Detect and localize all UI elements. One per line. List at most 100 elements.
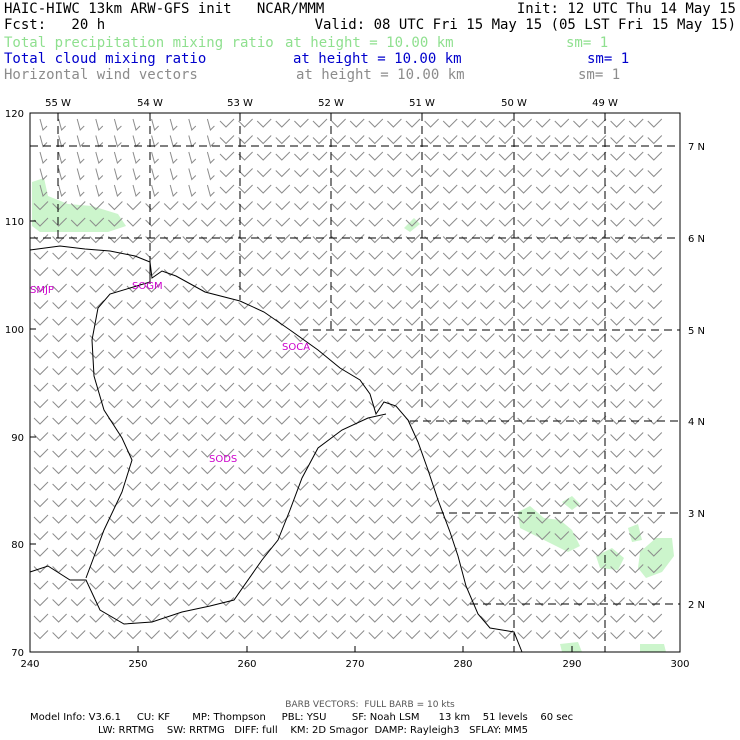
wind-barb — [219, 184, 235, 194]
wind-barb — [70, 531, 86, 541]
wind-barb — [163, 564, 179, 574]
wind-barb — [108, 250, 123, 260]
wind-barb — [517, 366, 532, 376]
wind-barb — [188, 151, 197, 164]
wind-barb — [405, 613, 421, 623]
wind-barb — [238, 316, 253, 326]
wind-barb — [647, 597, 663, 607]
wind-barb — [113, 184, 122, 197]
wind-barb — [256, 597, 272, 607]
wind-barb — [182, 514, 198, 524]
wind-barb — [33, 630, 49, 640]
wind-barb — [89, 267, 105, 277]
wind-barb — [169, 168, 178, 181]
wind-barb — [610, 201, 625, 211]
wind-barb — [647, 498, 663, 508]
wind-barb — [238, 267, 253, 277]
wind-barb — [573, 250, 588, 260]
lon-label: 51 W — [409, 98, 435, 109]
wind-barb — [52, 580, 67, 590]
wind-barb — [182, 250, 198, 260]
wind-barb — [39, 118, 48, 131]
wind-barb — [424, 547, 439, 557]
lat-label: 5 N — [688, 326, 705, 337]
wind-barb — [442, 283, 458, 293]
wind-barb — [219, 564, 235, 574]
wind-barb — [126, 432, 142, 442]
wind-barb — [126, 415, 142, 425]
wind-barb — [554, 333, 570, 343]
wind-barb — [312, 531, 328, 541]
wind-barb — [163, 267, 179, 277]
wind-barb — [70, 250, 86, 260]
wind-barb — [70, 415, 86, 425]
wind-barb — [331, 184, 346, 194]
wind-barb — [33, 465, 49, 475]
wind-barb — [591, 432, 607, 442]
precip-area — [640, 644, 666, 652]
wind-barb — [294, 597, 309, 607]
wind-barb — [126, 333, 142, 343]
wind-barb — [461, 151, 477, 161]
wind-barb — [331, 217, 346, 227]
wind-barb — [517, 349, 532, 359]
wind-barb — [108, 613, 123, 623]
wind-barb — [480, 481, 495, 491]
wind-barb — [461, 547, 477, 557]
wind-barb — [591, 415, 607, 425]
wind-barb — [368, 630, 384, 640]
header-title: HAIC-HIWC 13km ARW-GFS init NCAR/MMM — [4, 1, 325, 17]
wind-barb — [628, 597, 644, 607]
wind-barb — [424, 349, 439, 359]
wind-barb — [201, 630, 216, 640]
wind-barb — [424, 151, 439, 161]
wind-barb — [89, 217, 105, 227]
wind-barb — [349, 448, 365, 458]
wind-barb — [219, 316, 235, 326]
wind-barb — [33, 432, 49, 442]
wind-barb — [442, 333, 458, 343]
wind-barb — [163, 514, 179, 524]
wind-barb — [498, 135, 514, 145]
wind-barb — [517, 283, 532, 293]
wind-barb — [238, 597, 253, 607]
wind-barb — [461, 217, 477, 227]
lat-label: 7 N — [688, 142, 705, 153]
wind-barb — [182, 217, 198, 227]
wind-barb — [145, 250, 160, 260]
wind-barb — [554, 514, 570, 524]
wind-barb — [219, 333, 235, 343]
station-label: SOCA — [282, 342, 310, 353]
wind-barb — [405, 283, 421, 293]
wind-barb — [349, 267, 365, 277]
wind-barb — [256, 366, 272, 376]
wind-barb — [349, 333, 365, 343]
wind-barb — [424, 217, 439, 227]
lat-label: 2 N — [688, 600, 705, 611]
wind-barb — [108, 531, 123, 541]
wind-barb — [331, 514, 346, 524]
wind-barb — [480, 184, 495, 194]
header-forecast-hour: Fcst: 20 h — [4, 17, 106, 33]
wind-barb — [387, 151, 402, 161]
station-label: SODS — [209, 454, 237, 465]
wind-barb — [517, 234, 532, 244]
wind-barb — [256, 168, 272, 178]
wind-barb — [312, 481, 328, 491]
lon-label: 53 W — [227, 98, 253, 109]
wind-barb — [461, 267, 477, 277]
wind-barb — [387, 283, 402, 293]
wind-barb — [387, 531, 402, 541]
wind-barb — [610, 250, 625, 260]
wind-barb — [424, 399, 439, 409]
wind-barb — [33, 597, 49, 607]
wind-barb — [535, 481, 551, 491]
wind-barb — [256, 630, 272, 640]
wind-barb — [70, 366, 86, 376]
wind-barb — [312, 547, 328, 557]
wind-barb — [294, 349, 309, 359]
wind-barb — [294, 498, 309, 508]
wind-barb — [201, 267, 216, 277]
wind-barb — [573, 415, 588, 425]
wind-barb — [182, 448, 198, 458]
